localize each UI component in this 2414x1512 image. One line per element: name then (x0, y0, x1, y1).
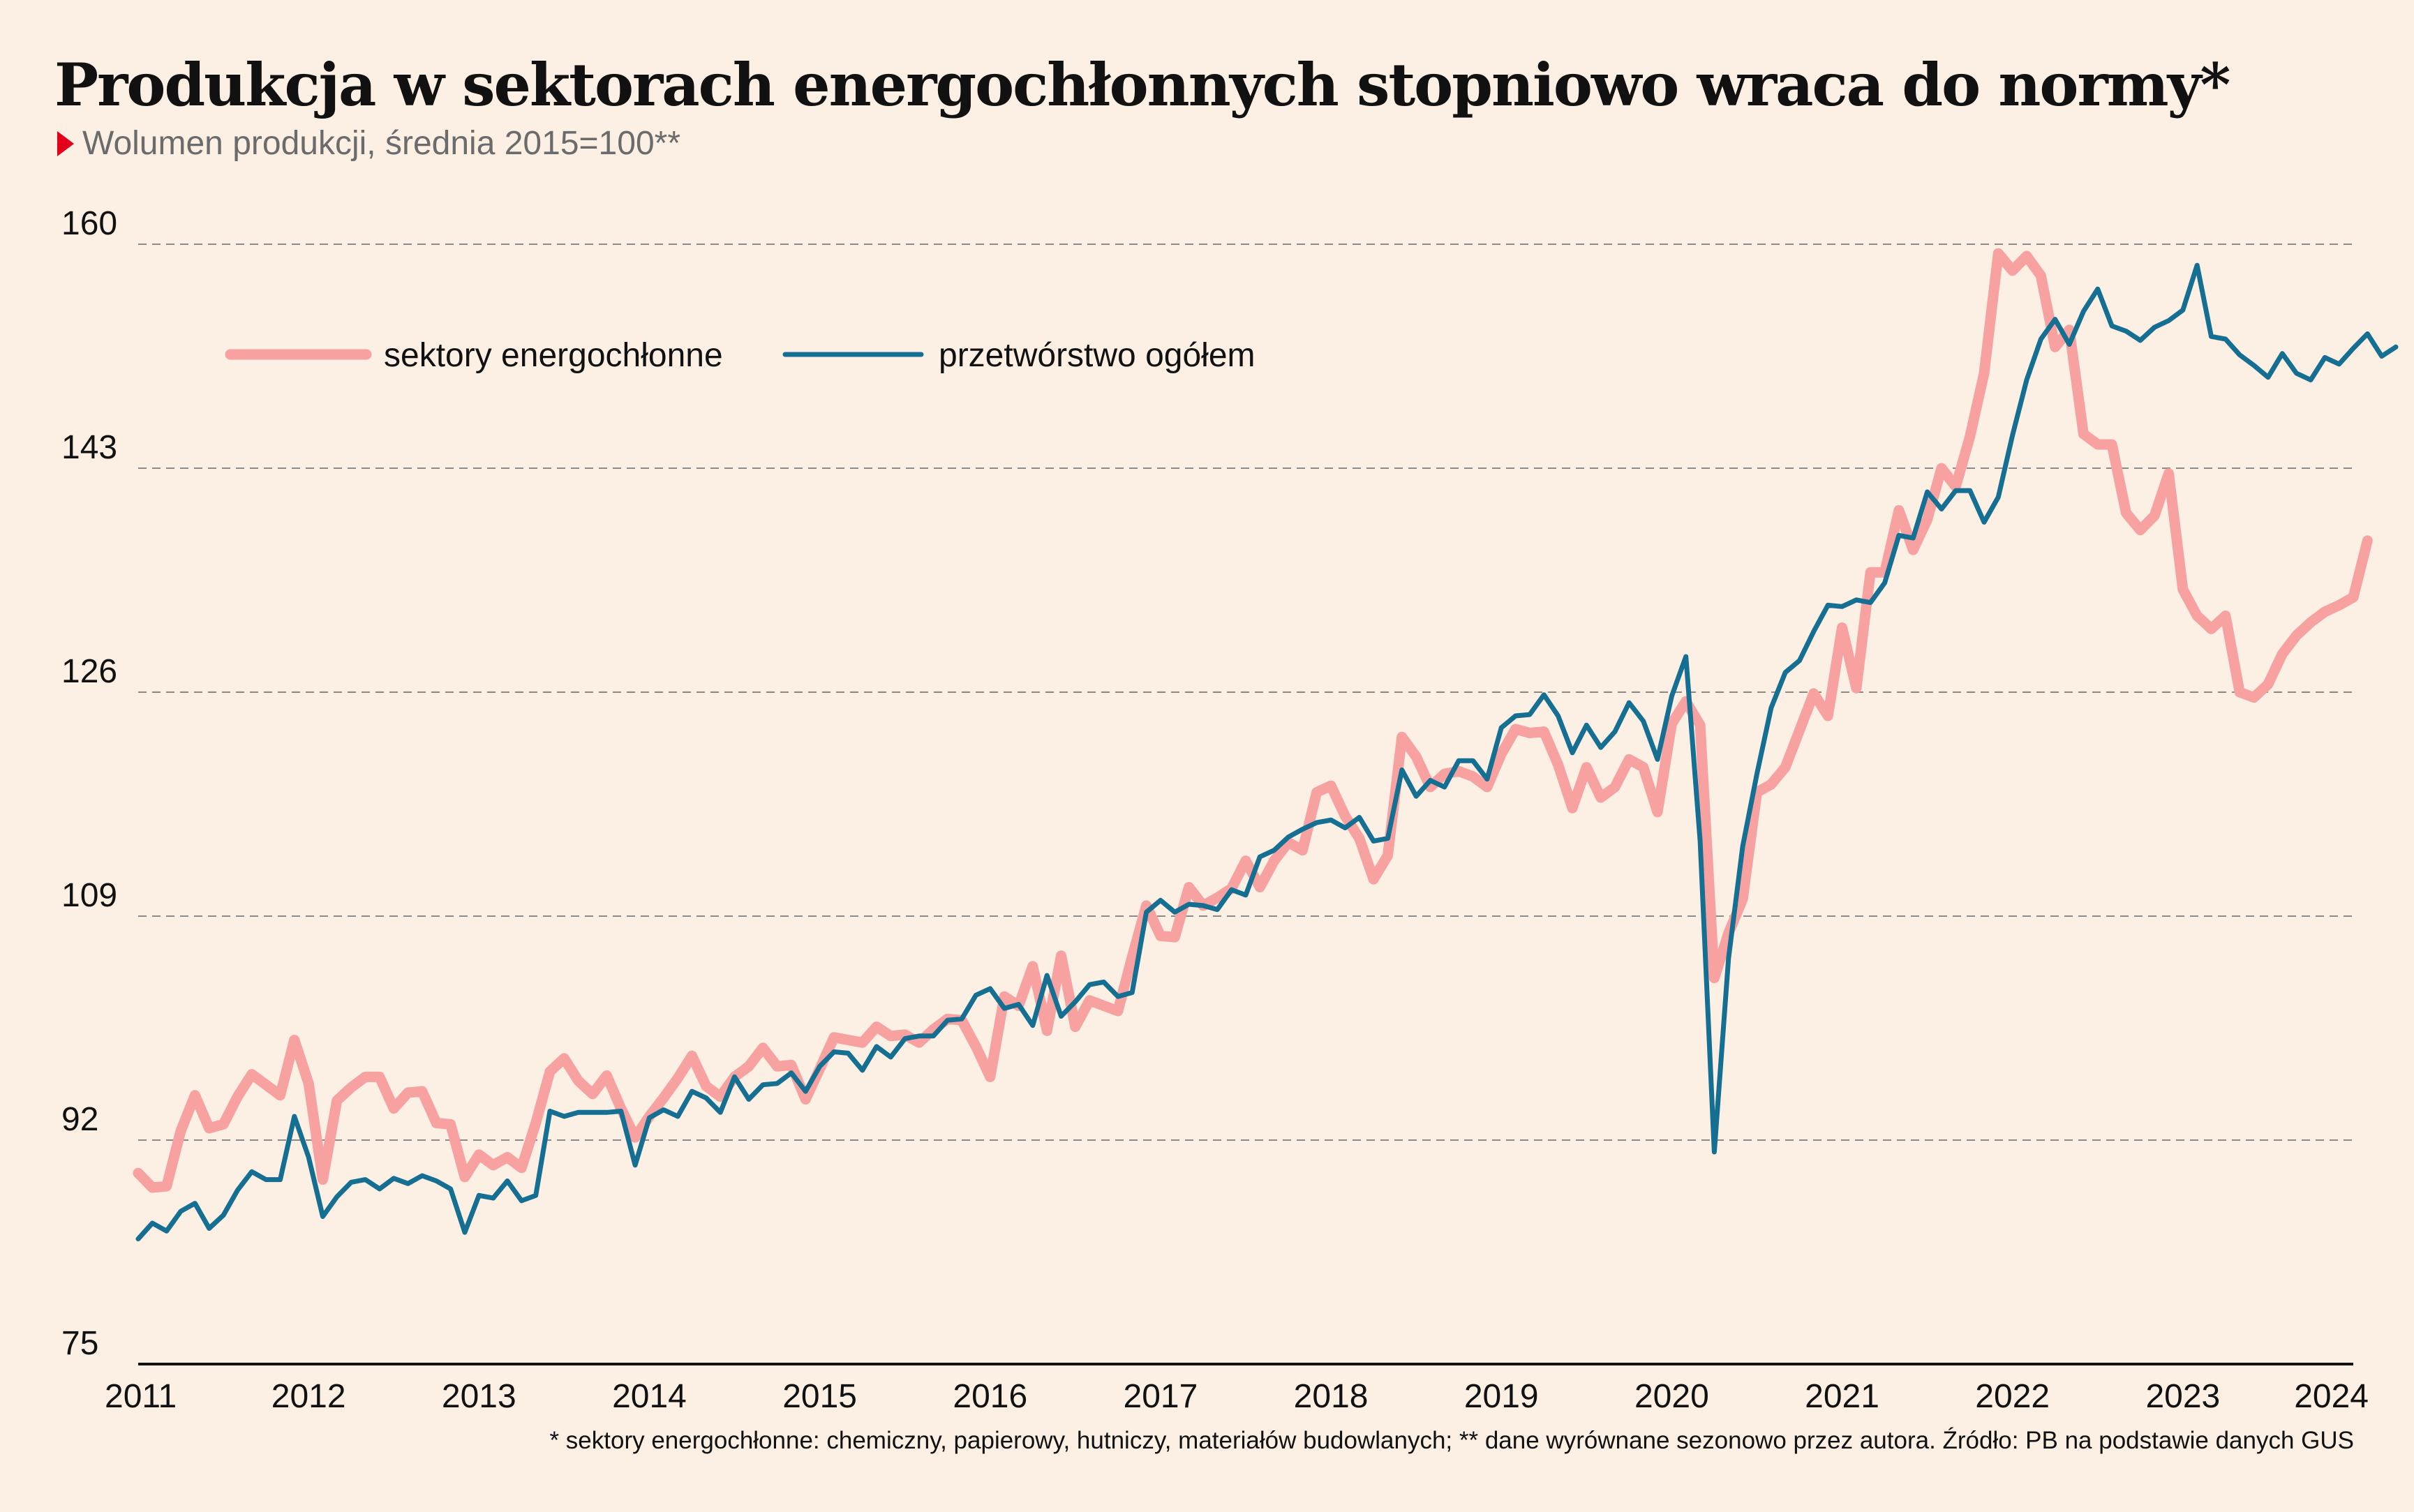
subtitle-text: Wolumen produkcji, średnia 2015=100** (82, 125, 680, 162)
x-tick-label-2017: 2017 (1124, 1378, 1198, 1415)
series-line-energy-intensive (133, 248, 2373, 1193)
x-tick-label-2011: 2011 (105, 1378, 177, 1415)
y-tick-label-92: 92 (61, 1101, 98, 1138)
legend-label-1: przetwórstwo ogółem (939, 337, 1256, 374)
footnote: * sektory energochłonne: chemiczny, papi… (549, 1427, 2354, 1454)
x-tick-label-2022: 2022 (1975, 1378, 2050, 1415)
series-line-manufacturing (135, 262, 2399, 1242)
x-tick-label-2021: 2021 (1805, 1378, 1879, 1415)
chart-subtitle: Wolumen produkcji, średnia 2015=100** (57, 124, 680, 163)
x-tick-label-2019: 2019 (1464, 1378, 1539, 1415)
x-tick-label-2023: 2023 (2145, 1378, 2220, 1415)
x-tick-label-2016: 2016 (953, 1378, 1027, 1415)
x-tick-label-2020: 2020 (1634, 1378, 1709, 1415)
x-tick-labels: 2011 2012 2013 2014 2015 2016 2017 2018 2019 2020… (105, 1378, 2369, 1415)
x-tick-label-2013: 2013 (442, 1378, 516, 1415)
x-tick-label-2015: 2015 (782, 1378, 857, 1415)
x-tick-label-2012: 2012 (271, 1378, 346, 1415)
legend: sektory energochłonne przetwórstwo ogółem (225, 337, 1256, 374)
grid-lines (138, 244, 2353, 1365)
chart-title: Produkcja w sektorach energochłonnych st… (54, 50, 2230, 119)
x-tick-label-2024: 2024 (2294, 1378, 2369, 1415)
triangle-marker-icon (57, 131, 74, 156)
y-tick-label-160: 160 (61, 205, 117, 242)
y-tick-labels: 75 92 109 126 143 160 (61, 205, 117, 1362)
y-tick-label-126: 126 (61, 653, 117, 690)
legend-label-0: sektory energochłonne (384, 337, 723, 374)
series-lines (133, 248, 2399, 1242)
y-tick-label-143: 143 (61, 429, 117, 466)
y-tick-label-75: 75 (61, 1325, 98, 1362)
x-tick-label-2014: 2014 (612, 1378, 687, 1415)
x-tick-label-2018: 2018 (1294, 1378, 1369, 1415)
y-tick-label-109: 109 (61, 877, 117, 914)
